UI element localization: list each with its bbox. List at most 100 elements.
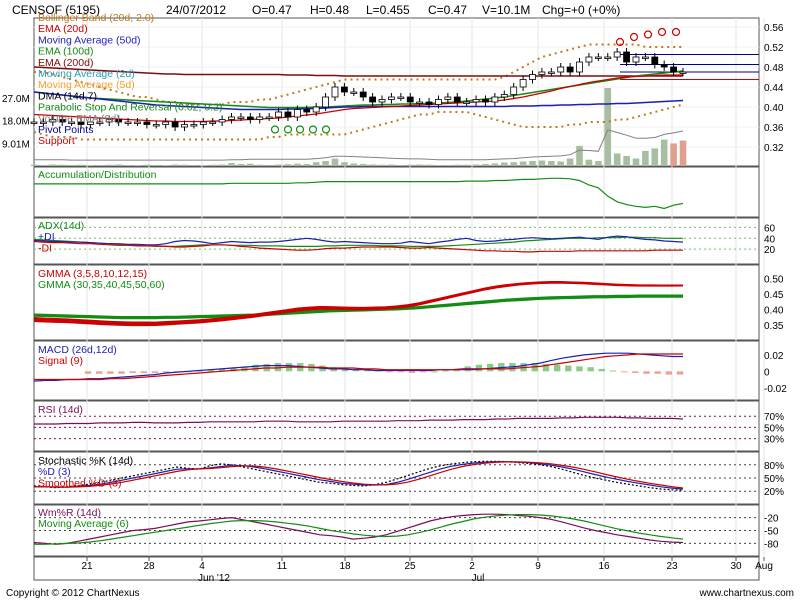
candle-body — [444, 96, 452, 100]
price-y-tick-label: 0.52 — [764, 43, 784, 54]
candle-body — [369, 96, 377, 103]
macd-histogram-bar — [654, 371, 661, 374]
candle-body — [453, 96, 461, 103]
williams-r-line — [33, 513, 684, 545]
volume-bar — [425, 164, 433, 166]
macd-histogram-bar — [565, 365, 572, 372]
volume-bar — [275, 164, 282, 166]
volume-bar — [444, 165, 452, 166]
rsi-line — [34, 416, 684, 425]
volume-bar — [49, 164, 57, 166]
volume-bar — [124, 165, 132, 166]
grid-lines — [34, 18, 765, 556]
candle-body — [406, 96, 414, 103]
candle-body — [641, 56, 649, 59]
price-y-tick-label: 0.48 — [764, 63, 784, 74]
volume-tick-label: 9.01M — [2, 139, 30, 150]
candle-body — [105, 119, 113, 123]
sar-dot — [615, 37, 625, 47]
adx-legend-item: +DI — [38, 231, 55, 243]
candle-body — [293, 109, 301, 118]
axis-tick-labels: 21 28 4 11 18 25 2 9 16 23 30 Aug Jun '12 Jul 0.56 0.52… — [2, 23, 787, 584]
macd-histogram-bar — [576, 366, 583, 372]
candle-body — [30, 121, 38, 124]
volume-bar — [482, 164, 489, 166]
candle-body — [472, 99, 480, 103]
volume-bar — [557, 161, 564, 166]
quote-high: H=0.48 — [310, 3, 349, 17]
adx-legend-item: -DI — [38, 242, 52, 254]
wr-legend-item: Wm%R (14d) — [38, 507, 101, 519]
stoch-k-line — [33, 460, 684, 491]
stoch-y-tick-label: 80% — [764, 461, 784, 472]
volume-bar — [115, 164, 122, 166]
macd-y-tick-label: -0.02 — [764, 384, 787, 395]
x-tick-label: 28 — [143, 561, 155, 572]
volume-bar — [68, 165, 75, 166]
x-tick-label: 11 — [277, 561, 288, 572]
volume-bar — [463, 164, 470, 166]
candle-body — [40, 121, 47, 124]
volume-bar — [143, 164, 151, 166]
candle-body — [435, 99, 442, 105]
volume-bar — [472, 164, 480, 166]
candle-body — [58, 119, 66, 123]
price-legend-item: Volume EMA (9d) — [38, 113, 120, 125]
candle-body — [510, 86, 518, 95]
volume-bar — [491, 163, 499, 166]
candle-body — [660, 64, 668, 68]
candle-body — [162, 121, 170, 125]
website-text: www.chartnexus.com — [699, 588, 794, 599]
volume-bar — [369, 164, 376, 166]
candle-body — [340, 86, 348, 93]
candle-body — [246, 116, 254, 120]
gmma-y-tick-label: 0.35 — [764, 321, 784, 332]
candle-body — [96, 121, 104, 124]
volume-bar — [350, 163, 358, 166]
adx-y-tick-label: 40 — [764, 234, 776, 245]
volume-bar — [162, 165, 169, 166]
macd-y-tick-label: 0 — [764, 367, 770, 378]
volume-bar — [256, 164, 263, 166]
volume-bar — [58, 164, 66, 166]
price-legend-item: DMA (14d,7) — [38, 90, 97, 102]
candle-body — [378, 99, 386, 103]
quote-date: 24/07/2012 — [166, 3, 226, 17]
price-legend-item: EMA (200d) — [38, 57, 93, 69]
candle-body — [209, 121, 217, 124]
macd-histogram-bar — [676, 371, 684, 375]
candle-body — [171, 121, 179, 128]
volume-bar — [613, 153, 621, 166]
candle-body — [547, 71, 555, 74]
volume-bar — [595, 161, 602, 166]
indicator-series — [33, 43, 759, 545]
gmma-y-tick-label: 0.40 — [764, 306, 784, 317]
volume-bars — [30, 88, 687, 375]
macd-histogram-bar — [207, 369, 215, 372]
candle-body — [152, 124, 160, 127]
panel-frame-gmma — [33, 264, 760, 341]
candle-body — [482, 99, 489, 103]
macd-histogram-bar — [107, 371, 114, 374]
sar-dot — [270, 125, 280, 134]
price-y-tick-label: 0.32 — [764, 143, 784, 154]
candle-body — [425, 101, 433, 105]
price-legend-item: Bollinger Band (20d, 2.0) — [38, 12, 154, 24]
rsi-y-tick-label: 50% — [764, 423, 784, 434]
volume-bar — [604, 88, 612, 166]
volume-bar — [397, 165, 405, 166]
candle-body — [331, 86, 339, 98]
x-tick-label: 4 — [199, 561, 205, 572]
candle-body — [68, 121, 76, 124]
candle-body — [199, 121, 207, 125]
candle-body — [529, 74, 536, 80]
minus-di-line — [33, 240, 683, 253]
volume-bar — [218, 164, 226, 166]
candle-body — [77, 121, 85, 125]
ad-legend-item: Accumulation/Distribution — [38, 169, 157, 181]
candle-body — [181, 124, 188, 128]
sar-dot — [308, 125, 318, 134]
volume-bar — [529, 161, 536, 166]
gmma-y-tick-label: 0.45 — [764, 290, 784, 301]
